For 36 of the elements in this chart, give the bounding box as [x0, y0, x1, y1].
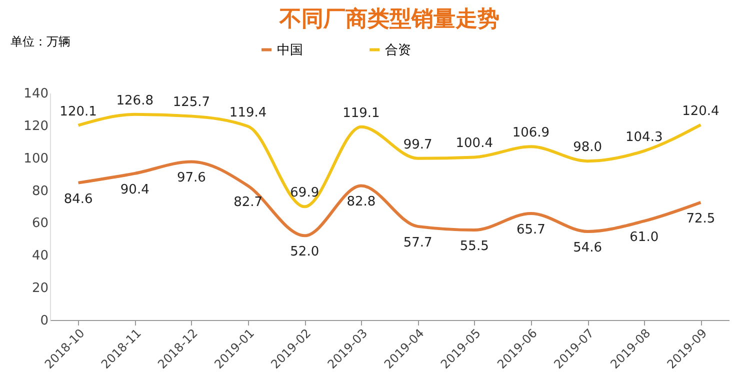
- legend-label: 合资: [385, 42, 411, 58]
- data-label: 120.4: [682, 104, 720, 119]
- data-label: 55.5: [460, 239, 489, 254]
- data-label: 120.1: [60, 104, 97, 120]
- data-label: 72.5: [686, 211, 716, 226]
- y-tick-label: 140: [24, 86, 48, 102]
- data-label: 52.0: [290, 244, 320, 260]
- data-label: 65.7: [516, 222, 546, 238]
- data-label: 54.6: [573, 240, 602, 256]
- data-label: 104.3: [626, 130, 663, 145]
- data-label: 125.7: [172, 95, 210, 110]
- y-tick-label: 40: [32, 248, 48, 264]
- data-label: 69.9: [290, 186, 320, 201]
- data-label: 99.7: [403, 137, 432, 152]
- data-label: 82.8: [346, 194, 376, 210]
- data-label: 90.4: [120, 182, 150, 198]
- data-label: 126.8: [116, 93, 154, 108]
- y-tick-label: 100: [24, 151, 48, 166]
- data-label: 97.6: [176, 170, 206, 186]
- data-label: 119.4: [229, 105, 267, 120]
- data-label: 106.9: [512, 126, 550, 141]
- y-tick-label: 60: [32, 216, 48, 232]
- data-label: 98.0: [573, 140, 602, 156]
- data-label: 100.4: [456, 136, 493, 152]
- data-label: 57.7: [403, 235, 432, 250]
- data-label: 84.6: [64, 192, 93, 207]
- y-tick-label: 80: [32, 184, 48, 199]
- data-label: 61.0: [630, 230, 659, 246]
- y-tick-label: 120: [24, 118, 48, 134]
- data-label: 119.1: [342, 106, 380, 121]
- legend-label: 中国: [277, 42, 303, 58]
- y-tick-label: 20: [32, 281, 48, 296]
- data-label: 82.7: [234, 194, 263, 210]
- y-tick-label: 0: [40, 314, 48, 328]
- y-axis-title: 单位：万辆: [10, 34, 70, 48]
- chart-title: 不同厂商类型销量走势: [278, 6, 500, 32]
